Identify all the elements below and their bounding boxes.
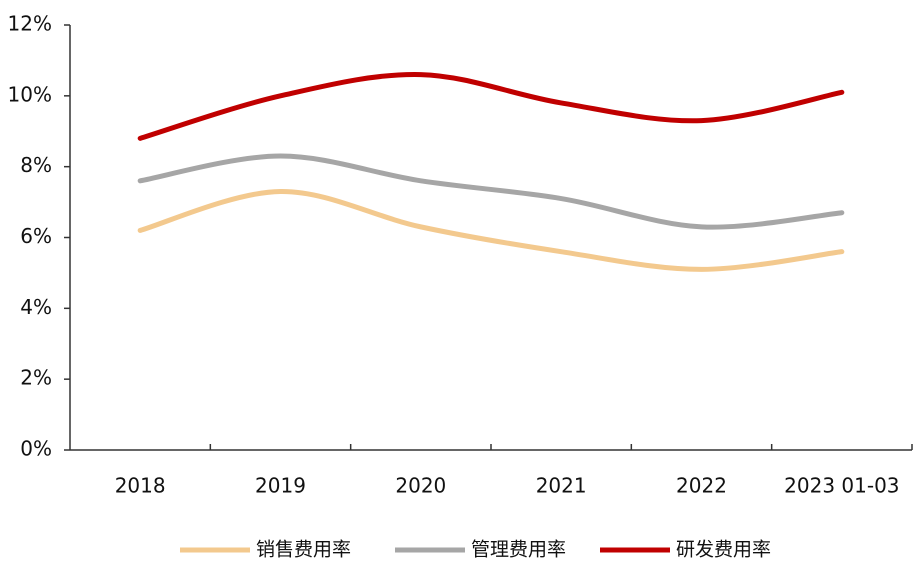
x-tick-label: 2019 (255, 474, 306, 498)
x-tick-label: 2022 (676, 474, 727, 498)
x-tick-label: 2023 01-03 (784, 474, 899, 498)
y-tick-label: 4% (20, 295, 52, 319)
y-tick-label: 10% (8, 82, 52, 106)
legend: 销售费用率 管理费用率 研发费用率 (180, 539, 771, 561)
x-tick-label: 2020 (395, 474, 446, 498)
y-tick-label: 2% (20, 366, 52, 390)
series-line (137, 72, 845, 141)
series-line (137, 153, 845, 230)
y-tick-label: 0% (20, 437, 52, 461)
y-tick-label: 8% (20, 153, 52, 177)
series-line (137, 188, 845, 272)
x-tick-label: 2021 (536, 474, 587, 498)
legend-label: 研发费用率 (676, 539, 771, 561)
legend-label: 管理费用率 (471, 539, 566, 561)
y-tick-label: 6% (20, 224, 52, 248)
y-tick-label: 12% (8, 12, 52, 36)
legend-label: 销售费用率 (256, 539, 351, 561)
x-tick-label: 2018 (115, 474, 166, 498)
